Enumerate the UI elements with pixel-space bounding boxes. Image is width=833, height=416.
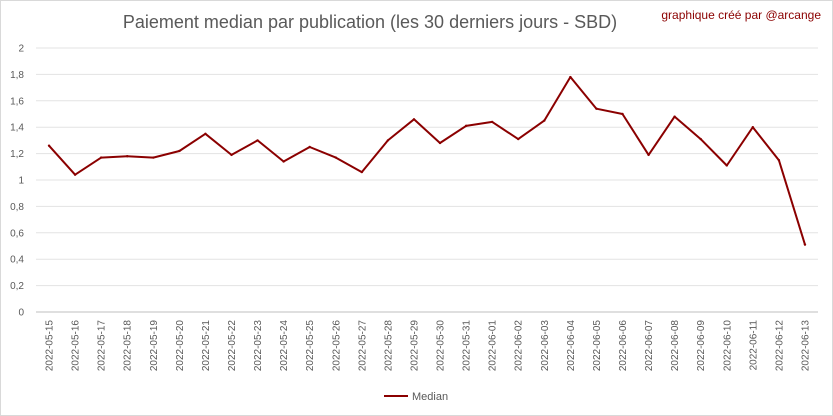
data-point: [47, 144, 51, 147]
data-point: [751, 126, 755, 129]
y-tick-label: 1: [18, 176, 24, 187]
x-tick-label: 2022-06-04: [566, 320, 577, 372]
x-tick-label: 2022-06-13: [800, 320, 811, 372]
data-point: [126, 155, 129, 158]
y-tick-label: 0,8: [10, 202, 24, 213]
data-point: [464, 124, 468, 128]
data-point: [99, 156, 103, 159]
y-tick-label: 0,4: [10, 255, 24, 266]
x-tick-label: 2022-05-28: [383, 320, 394, 372]
gridlines: [36, 47, 818, 313]
x-tick-label: 2022-05-25: [305, 320, 316, 372]
x-tick-label: 2022-05-23: [253, 320, 264, 372]
data-point: [673, 115, 676, 118]
data-point: [543, 119, 546, 122]
y-tick-label: 0,6: [10, 228, 24, 239]
data-point: [178, 149, 181, 153]
series-line-median: [48, 76, 806, 245]
data-point: [725, 164, 728, 167]
x-tick-label: 2022-05-29: [409, 320, 420, 372]
x-tick-label: 2022-06-10: [722, 320, 733, 372]
x-tick-label: 2022-05-27: [357, 320, 368, 372]
x-tick-label: 2022-05-24: [279, 320, 290, 372]
data-point: [777, 159, 781, 162]
y-axis-ticks: 0 0,2 0,4 0,6 0,8 1 1,2 1,4 1,6 1,8 2: [10, 44, 24, 319]
data-point: [647, 153, 650, 157]
y-tick-label: 1,8: [10, 70, 24, 81]
data-point: [230, 153, 233, 157]
data-point: [803, 243, 807, 246]
x-tick-label: 2022-05-16: [71, 320, 82, 372]
data-point: [438, 141, 442, 145]
x-axis-ticks: 2022-05-15 2022-05-16 2022-05-17 2022-05-18…: [45, 320, 812, 372]
data-point: [517, 137, 520, 141]
series-layer: [47, 75, 807, 246]
data-point: [621, 112, 624, 116]
x-tick-label: 2022-06-06: [618, 320, 629, 372]
x-tick-label: 2022-06-09: [696, 320, 707, 372]
x-tick-label: 2022-06-02: [514, 320, 525, 372]
x-tick-label: 2022-06-03: [540, 320, 551, 372]
y-tick-label: 1,6: [10, 96, 24, 107]
data-point: [256, 139, 259, 142]
x-tick-label: 2022-06-07: [644, 320, 655, 372]
data-point: [308, 145, 311, 149]
x-tick-label: 2022-05-19: [149, 320, 160, 372]
chart-title: Paiement median par publication (les 30 …: [122, 12, 618, 32]
data-point: [386, 139, 390, 142]
y-tick-label: 0: [18, 308, 24, 319]
x-tick-label: 2022-05-22: [227, 320, 238, 372]
y-tick-label: 1,2: [10, 149, 24, 160]
x-tick-label: 2022-05-17: [97, 320, 108, 372]
y-tick-label: 0,2: [10, 281, 24, 292]
x-tick-label: 2022-05-15: [45, 320, 56, 372]
data-point: [595, 107, 598, 110]
x-tick-label: 2022-06-08: [670, 320, 681, 372]
data-point: [412, 118, 416, 121]
x-tick-label: 2022-05-30: [436, 320, 447, 372]
x-tick-label: 2022-05-31: [462, 320, 473, 372]
data-point: [334, 156, 337, 159]
y-tick-label: 2: [18, 44, 24, 55]
x-tick-label: 2022-06-11: [748, 320, 759, 371]
chart-credit: graphique créé par @arcange: [661, 8, 821, 22]
y-tick-label: 1,4: [10, 123, 24, 134]
legend: Median: [384, 391, 448, 403]
data-point: [73, 173, 77, 176]
data-point: [490, 120, 494, 124]
legend-label: Median: [412, 391, 448, 403]
data-point: [204, 132, 207, 135]
data-point: [569, 75, 572, 79]
data-point: [699, 137, 702, 141]
data-point: [360, 170, 364, 174]
x-tick-label: 2022-05-18: [123, 320, 134, 372]
x-tick-label: 2022-06-01: [488, 320, 499, 372]
x-tick-label: 2022-06-12: [774, 320, 785, 372]
x-tick-label: 2022-05-21: [201, 320, 212, 372]
data-point: [282, 160, 285, 163]
data-point: [152, 156, 155, 159]
x-tick-label: 2022-05-26: [331, 320, 342, 372]
x-tick-label: 2022-05-20: [175, 320, 186, 372]
x-tick-label: 2022-06-05: [592, 320, 603, 372]
